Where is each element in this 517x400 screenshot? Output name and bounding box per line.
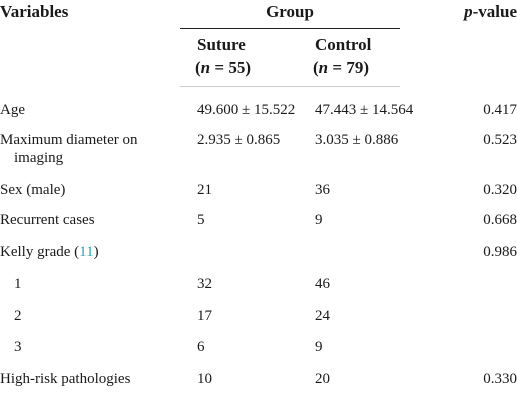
suture-value: 21 <box>197 182 212 198</box>
p-value-text: -value <box>472 2 517 21</box>
variable-label: Age <box>0 102 25 118</box>
suture-value: 17 <box>197 308 212 324</box>
p-value: 0.417 <box>483 102 517 118</box>
p-value: 0.330 <box>483 371 517 387</box>
suture-value: 32 <box>197 276 212 292</box>
header-p-value: p-value <box>464 3 517 21</box>
header-variables: Variables <box>0 2 69 21</box>
italic-n: n <box>200 58 211 77</box>
italic-n: n <box>318 58 329 77</box>
variable-label: 3 <box>14 339 22 355</box>
variable-label: Kelly grade (11) <box>0 243 99 261</box>
suture-value: 6 <box>197 339 205 355</box>
control-value: 9 <box>315 212 323 228</box>
group-name: Suture <box>197 35 246 54</box>
variable-label: Sex (male) <box>0 182 66 198</box>
variable-label: Recurrent cases <box>0 212 95 228</box>
group-n: (n = 79) <box>313 59 369 77</box>
citation: 11 <box>79 244 94 260</box>
suture-value: 10 <box>197 371 212 387</box>
control-value: 46 <box>315 276 330 292</box>
variable-label: Maximum diameter on imaging <box>0 132 138 166</box>
suture-value: 5 <box>197 212 205 228</box>
group-n: (n = 55) <box>195 59 251 77</box>
group-rule <box>180 28 400 29</box>
label-text: Kelly grade ( <box>0 244 80 260</box>
label-close: ) <box>93 244 99 260</box>
p-value: 0.986 <box>483 244 517 260</box>
control-value: 24 <box>315 308 330 324</box>
suture-value: 2.935 ± 0.865 <box>197 132 281 148</box>
group-name: Control <box>315 35 372 54</box>
p-value: 0.320 <box>483 182 517 198</box>
paren: ( <box>195 58 201 77</box>
control-value: 47.443 ± 14.564 <box>315 102 414 118</box>
header-rule <box>180 86 400 87</box>
n-value: = 55) <box>210 58 251 77</box>
control-value: 3.035 ± 0.886 <box>315 132 399 148</box>
header-group: Group <box>266 2 314 21</box>
variable-label: High-risk pathologies <box>0 371 131 387</box>
control-value: 9 <box>315 339 323 355</box>
control-value: 20 <box>315 371 330 387</box>
n-value: = 79) <box>328 58 369 77</box>
variable-label: 1 <box>14 276 22 292</box>
p-value: 0.668 <box>483 212 517 228</box>
paren: ( <box>313 58 319 77</box>
p-value: 0.523 <box>483 132 517 148</box>
control-value: 36 <box>315 182 330 198</box>
italic-p: p <box>464 2 473 21</box>
suture-value: 49.600 ± 15.522 <box>197 102 296 118</box>
variable-label: 2 <box>14 308 22 324</box>
